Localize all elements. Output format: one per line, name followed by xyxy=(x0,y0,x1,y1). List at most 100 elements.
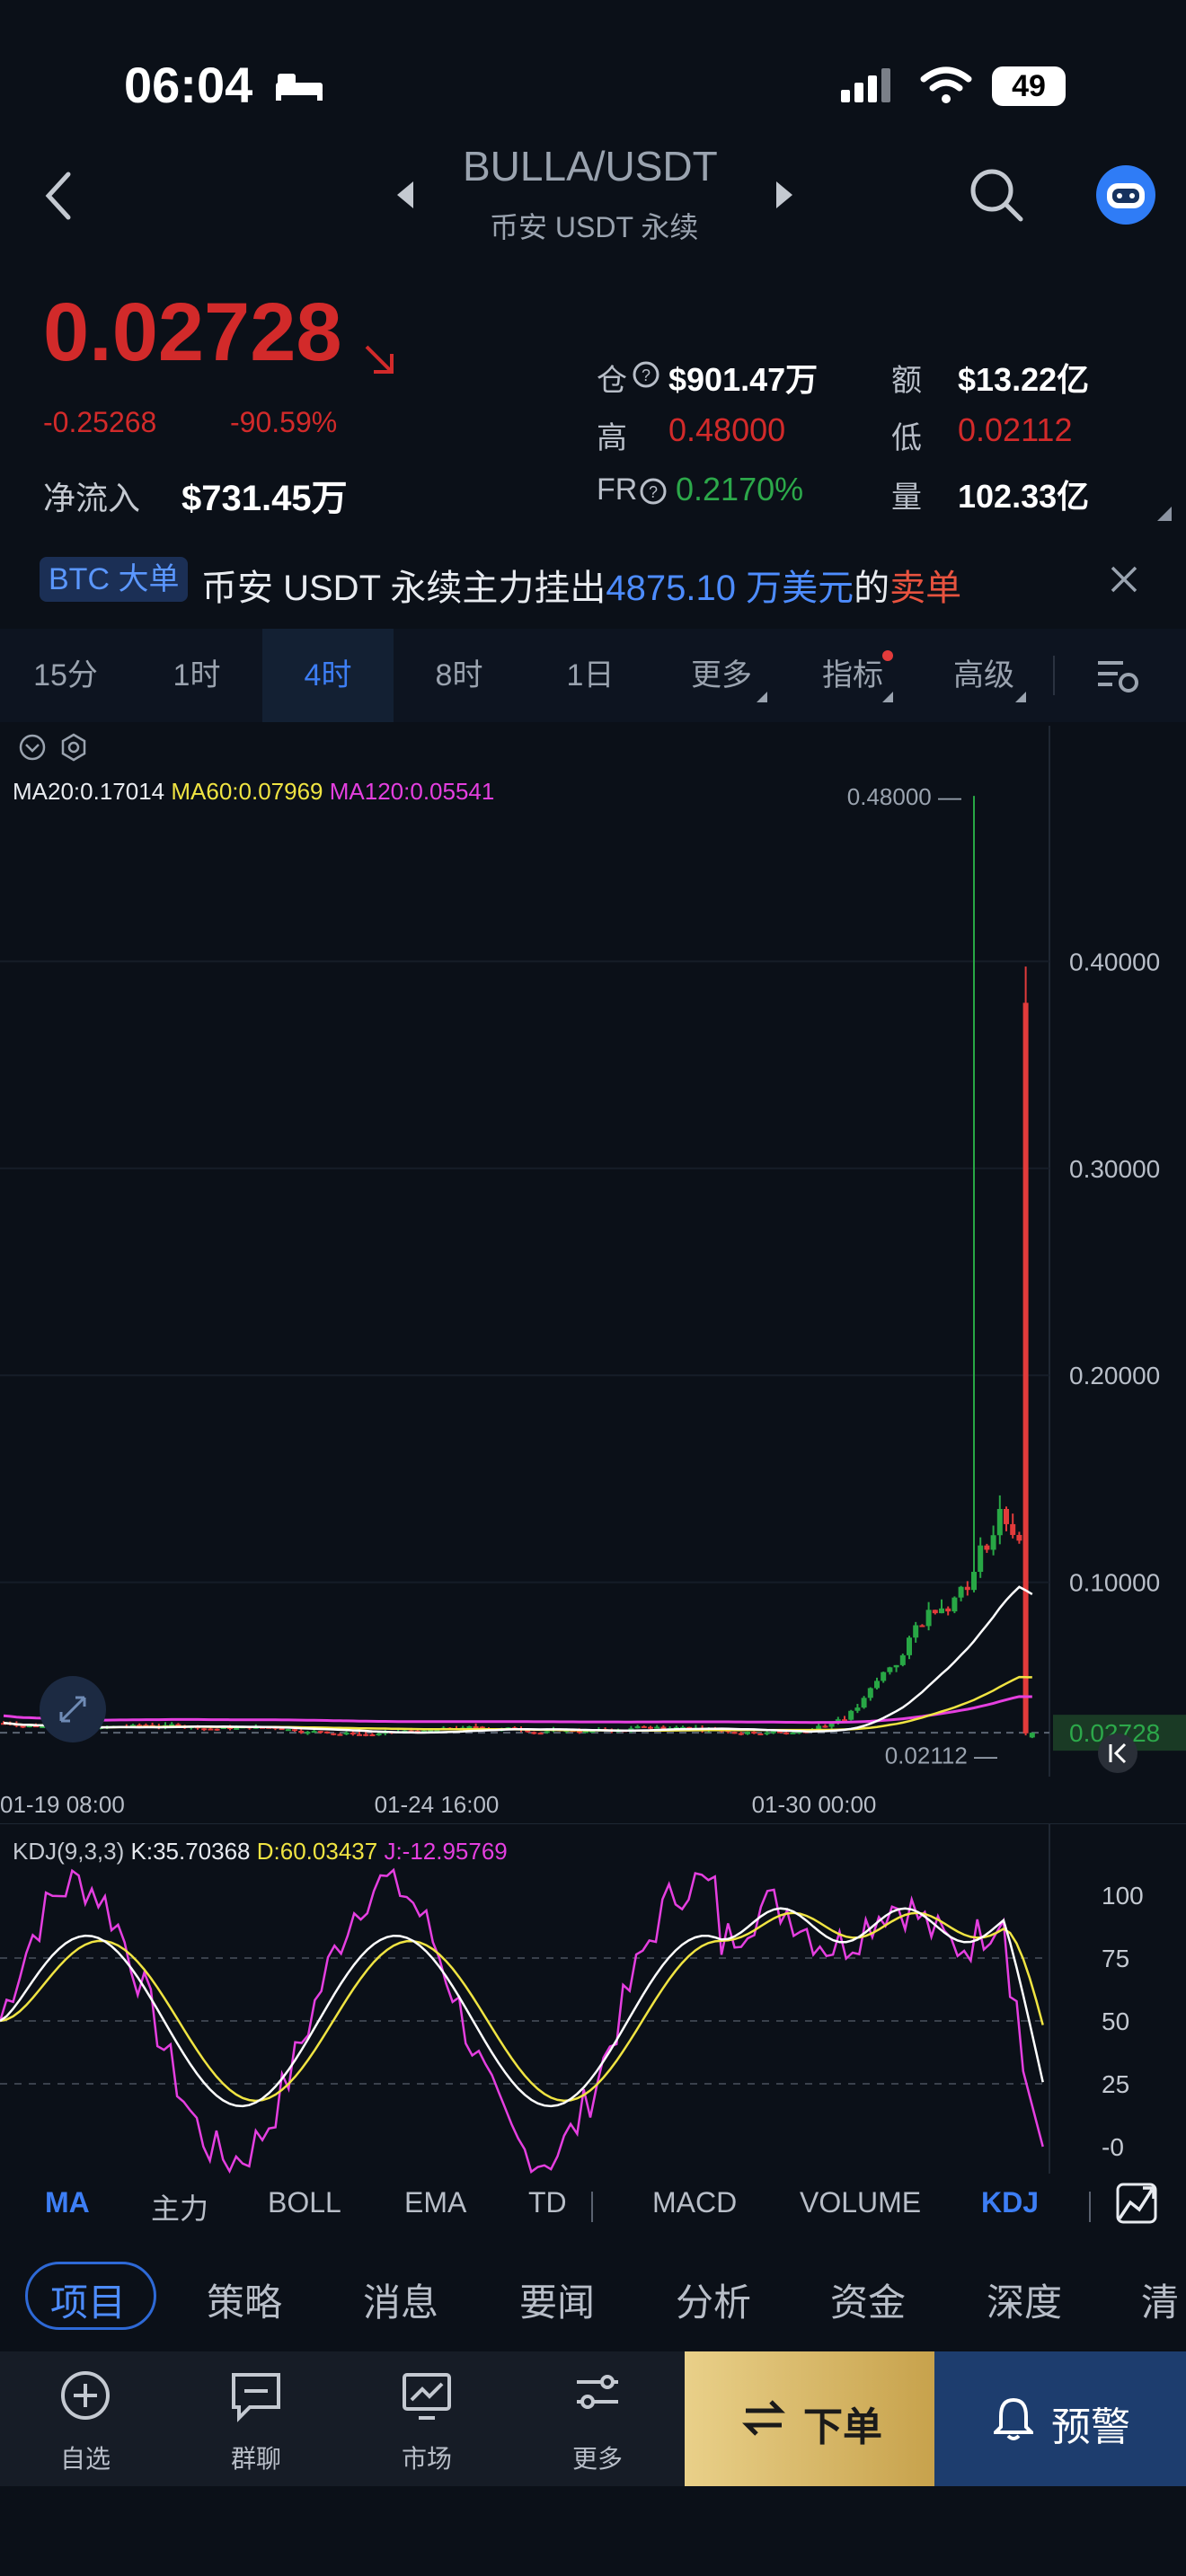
robot-avatar-icon[interactable] xyxy=(1094,163,1157,226)
nav-market[interactable]: 市场 xyxy=(359,2351,494,2486)
tab-news[interactable]: 消息 xyxy=(363,2281,439,2324)
candle-body xyxy=(311,1731,317,1734)
ind-main-force[interactable]: 主力 xyxy=(151,2192,209,2225)
candle-body xyxy=(376,1734,382,1736)
tab-1h[interactable]: 1时 xyxy=(173,658,221,693)
kdj-y-tick: 75 xyxy=(1102,1945,1129,1972)
candle-body xyxy=(822,1725,828,1728)
tab-more[interactable]: 更多 xyxy=(691,658,752,693)
collapse-icon[interactable] xyxy=(18,733,47,762)
tab-4h[interactable]: 4时 xyxy=(262,629,394,722)
corner-expand-icon[interactable] xyxy=(1157,507,1172,521)
candle-body xyxy=(40,1726,46,1729)
candle-body xyxy=(641,1725,647,1728)
candle-body xyxy=(899,1654,906,1665)
candle-body xyxy=(220,1727,226,1730)
ind-ma[interactable]: MA xyxy=(45,2186,90,2219)
kdj-y-tick: 100 xyxy=(1102,1882,1144,1910)
tab-project-outline xyxy=(25,2262,156,2330)
high-value: 0.48000 xyxy=(668,411,786,448)
high-marker: 0.48000 — xyxy=(847,783,961,810)
ind-macd[interactable]: MACD xyxy=(652,2186,738,2219)
market-icon xyxy=(403,2373,451,2420)
tab-headlines[interactable]: 要闻 xyxy=(519,2281,596,2324)
candle-body xyxy=(913,1625,919,1638)
last-price: 0.02728 xyxy=(43,287,342,378)
kdj-label: KDJ(9,3,3) xyxy=(13,1838,125,1865)
nav-watchlist[interactable]: 自选 xyxy=(18,2351,153,2486)
battery-icon: 49 xyxy=(992,66,1066,106)
candle-body xyxy=(816,1725,822,1729)
x-tick-label: 01-24 16:00 xyxy=(375,1791,500,1818)
close-icon[interactable] xyxy=(1109,564,1139,595)
dropdown-caret-icon xyxy=(882,692,893,702)
y-tick-label: 0.30000 xyxy=(1069,1155,1160,1183)
candle-body xyxy=(757,1733,764,1735)
kdj-chart[interactable]: 100 75 50 25 -0 xyxy=(0,1823,1186,2174)
draw-tool-icon[interactable] xyxy=(1116,2183,1157,2224)
tab-funds[interactable]: 资金 xyxy=(830,2281,907,2324)
tab-1d[interactable]: 1日 xyxy=(566,658,615,693)
tab-project[interactable]: 项目 xyxy=(50,2281,127,2324)
candle-body xyxy=(951,1597,958,1612)
settings-icon[interactable] xyxy=(59,733,88,762)
tab-advanced[interactable]: 高级 xyxy=(953,658,1014,693)
candlestick-chart[interactable]: 0.40000 0.30000 0.20000 0.10000 01-19 08:00 0… xyxy=(0,726,1186,1822)
candle-body xyxy=(317,1731,323,1734)
fullscreen-button[interactable] xyxy=(40,1676,106,1742)
tab-analysis[interactable]: 分析 xyxy=(676,2281,752,2324)
ind-kdj[interactable]: KDJ xyxy=(981,2186,1040,2219)
ind-volume[interactable]: VOLUME xyxy=(800,2186,922,2219)
candle-body xyxy=(589,1731,596,1734)
help-icon[interactable]: ? xyxy=(633,361,659,388)
tab-strategy[interactable]: 策略 xyxy=(207,2281,283,2324)
candle-body xyxy=(848,1710,854,1720)
tab-depth[interactable]: 深度 xyxy=(987,2281,1063,2324)
candle-body xyxy=(201,1728,208,1731)
jump-latest-icon xyxy=(1109,1742,1127,1764)
ma20-legend: MA20:0.17014 xyxy=(13,778,165,805)
candle-body xyxy=(764,1732,770,1734)
divider xyxy=(1053,656,1055,695)
whale-order-banner[interactable]: BTC 大单 币安 USDT 永续主力挂出4875.10 万美元的卖单 xyxy=(0,546,1186,614)
price-change-pct: -90.59% xyxy=(230,406,338,438)
candle-body xyxy=(1022,1002,1029,1734)
tab-liquidation[interactable]: 清 xyxy=(1141,2281,1180,2324)
candle-body xyxy=(234,1727,240,1730)
prev-pair-icon[interactable] xyxy=(395,180,415,210)
candle-body xyxy=(343,1733,350,1735)
ind-ema[interactable]: EMA xyxy=(404,2186,467,2219)
volume-value: 102.33亿 xyxy=(958,478,1090,515)
funding-rate-label: FR xyxy=(597,472,638,507)
candle-body xyxy=(654,1726,660,1729)
candle-body xyxy=(208,1728,214,1731)
ind-boll[interactable]: BOLL xyxy=(268,2186,341,2219)
candle-body xyxy=(279,1728,285,1731)
candle-body xyxy=(984,1545,990,1550)
expand-icon xyxy=(59,1696,86,1723)
candle-body xyxy=(790,1732,796,1734)
candle-body xyxy=(867,1688,873,1698)
tab-8h[interactable]: 8时 xyxy=(435,658,483,693)
order-button[interactable]: 下单 xyxy=(685,2351,934,2486)
jump-latest-button[interactable] xyxy=(1098,1734,1137,1773)
chart-settings-icon[interactable] xyxy=(1096,657,1139,693)
candle-body xyxy=(434,1729,440,1732)
search-icon[interactable] xyxy=(969,167,1024,223)
kdj-legend: KDJ(9,3,3) K:35.70368 D:60.03437 J:-12.9… xyxy=(13,1838,508,1866)
nav-group-chat[interactable]: 群聊 xyxy=(189,2351,323,2486)
ind-td[interactable]: TD xyxy=(528,2186,567,2219)
tab-15m[interactable]: 15分 xyxy=(33,658,98,693)
candle-body xyxy=(770,1731,776,1734)
next-pair-icon[interactable] xyxy=(774,180,794,210)
y-tick-label: 0.10000 xyxy=(1069,1569,1160,1597)
candle-body xyxy=(783,1732,790,1734)
back-icon[interactable] xyxy=(43,171,74,221)
help-icon[interactable]: ? xyxy=(640,478,667,505)
nav-more[interactable]: 更多 xyxy=(530,2351,665,2486)
candle-body xyxy=(428,1729,434,1732)
amount-label: 额 xyxy=(891,364,922,398)
alert-button[interactable]: 预警 xyxy=(934,2351,1186,2486)
tab-indicators[interactable]: 指标 xyxy=(822,658,883,693)
pair-title[interactable]: BULLA/USDT xyxy=(463,143,718,190)
